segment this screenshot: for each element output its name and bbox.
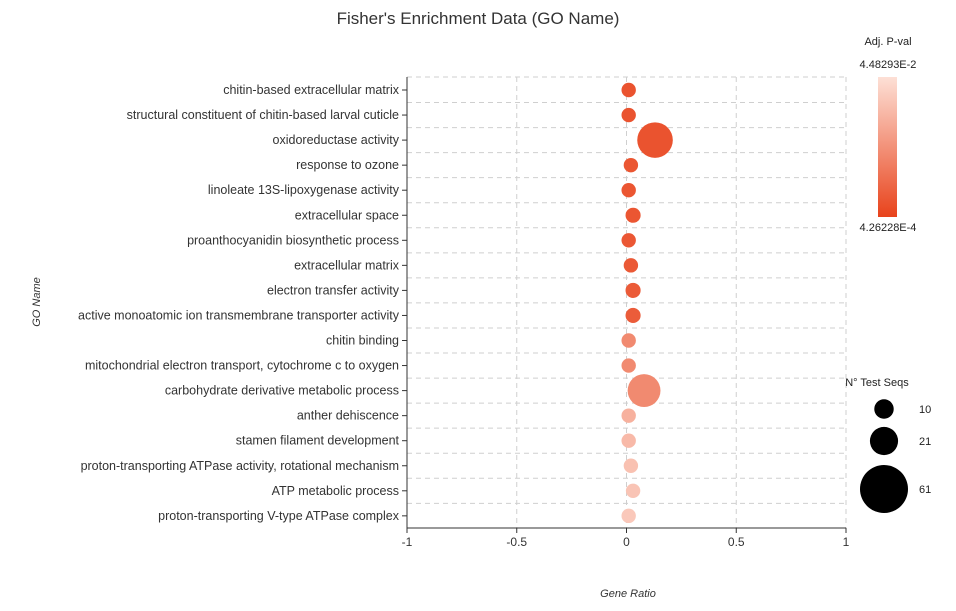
x-tick-label: -1 — [402, 535, 413, 549]
y-tick-label: active monoatomic ion transmembrane tran… — [78, 308, 400, 322]
x-tick-label: -0.5 — [506, 535, 527, 549]
data-point — [621, 408, 636, 423]
x-tick-label: 0.5 — [728, 535, 745, 549]
data-point — [637, 122, 673, 158]
color-legend-title: Adj. P-val — [864, 36, 911, 48]
y-tick-label: proton-transporting ATPase activity, rot… — [81, 459, 399, 473]
y-tick-label: structural constituent of chitin-based l… — [127, 108, 399, 122]
data-point — [621, 107, 636, 123]
x-tick-label: 1 — [843, 535, 850, 549]
data-point — [621, 433, 636, 448]
y-tick-label: chitin binding — [326, 334, 399, 348]
data-points — [621, 82, 673, 524]
data-point — [621, 183, 636, 198]
y-axis-title: GO Name — [31, 277, 43, 327]
x-tick-label: 0 — [623, 535, 630, 549]
data-point — [625, 307, 641, 324]
color-legend-min-label: 4.26228E-4 — [860, 222, 917, 234]
y-tick-label: chitin-based extracellular matrix — [223, 83, 400, 97]
data-point — [623, 258, 639, 273]
y-tick-label: proanthocyanidin biosynthetic process — [187, 233, 399, 247]
y-tick-label: response to ozone — [296, 158, 399, 172]
axes — [402, 77, 847, 533]
data-point — [621, 333, 636, 348]
color-gradient-bar — [878, 77, 897, 217]
y-tick-label: oxidoreductase activity — [273, 133, 400, 147]
y-tick-label: proton-transporting V-type ATPase comple… — [158, 509, 400, 523]
grid — [407, 76, 847, 528]
data-point — [621, 358, 636, 373]
y-tick-label: carbohydrate derivative metabolic proces… — [165, 384, 399, 398]
data-point — [627, 374, 661, 408]
size-legend-label: 10 — [919, 404, 931, 416]
size-legend-title: N° Test Seqs — [845, 377, 909, 389]
y-tick-label: extracellular space — [295, 208, 399, 222]
data-point — [621, 233, 636, 248]
data-point — [621, 82, 636, 98]
data-point — [625, 483, 641, 498]
x-axis-title: Gene Ratio — [600, 588, 656, 600]
size-legend-circle — [869, 426, 899, 456]
size-legend-label: 21 — [919, 436, 931, 448]
data-point — [625, 282, 641, 298]
size-legend-label: 61 — [919, 484, 931, 496]
y-tick-label: extracellular matrix — [294, 258, 400, 272]
color-legend-max-label: 4.48293E-2 — [860, 59, 917, 71]
data-point — [625, 207, 641, 223]
y-tick-label: electron transfer activity — [267, 283, 400, 297]
y-tick-label: mitochondrial electron transport, cytoch… — [85, 359, 399, 373]
y-tick-label: stamen filament development — [236, 434, 400, 448]
size-legend-circle — [859, 464, 909, 514]
y-tick-labels: chitin-based extracellular matrix structu… — [78, 83, 400, 523]
chart-title: Fisher's Enrichment Data (GO Name) — [337, 9, 620, 28]
data-point — [623, 458, 639, 473]
data-point — [621, 508, 636, 524]
y-tick-label: anther dehiscence — [297, 409, 399, 423]
data-point — [623, 157, 639, 173]
size-legend-circle — [874, 399, 894, 419]
size-legend: N° Test Seqs 10 21 61 — [845, 377, 931, 514]
y-tick-label: ATP metabolic process — [272, 484, 399, 498]
x-tick-labels: -1 -0.5 0 0.5 1 — [402, 535, 850, 549]
color-legend: Adj. P-val 4.48293E-2 4.26228E-4 — [860, 36, 917, 234]
y-tick-label: linoleate 13S-lipoxygenase activity — [208, 183, 400, 197]
